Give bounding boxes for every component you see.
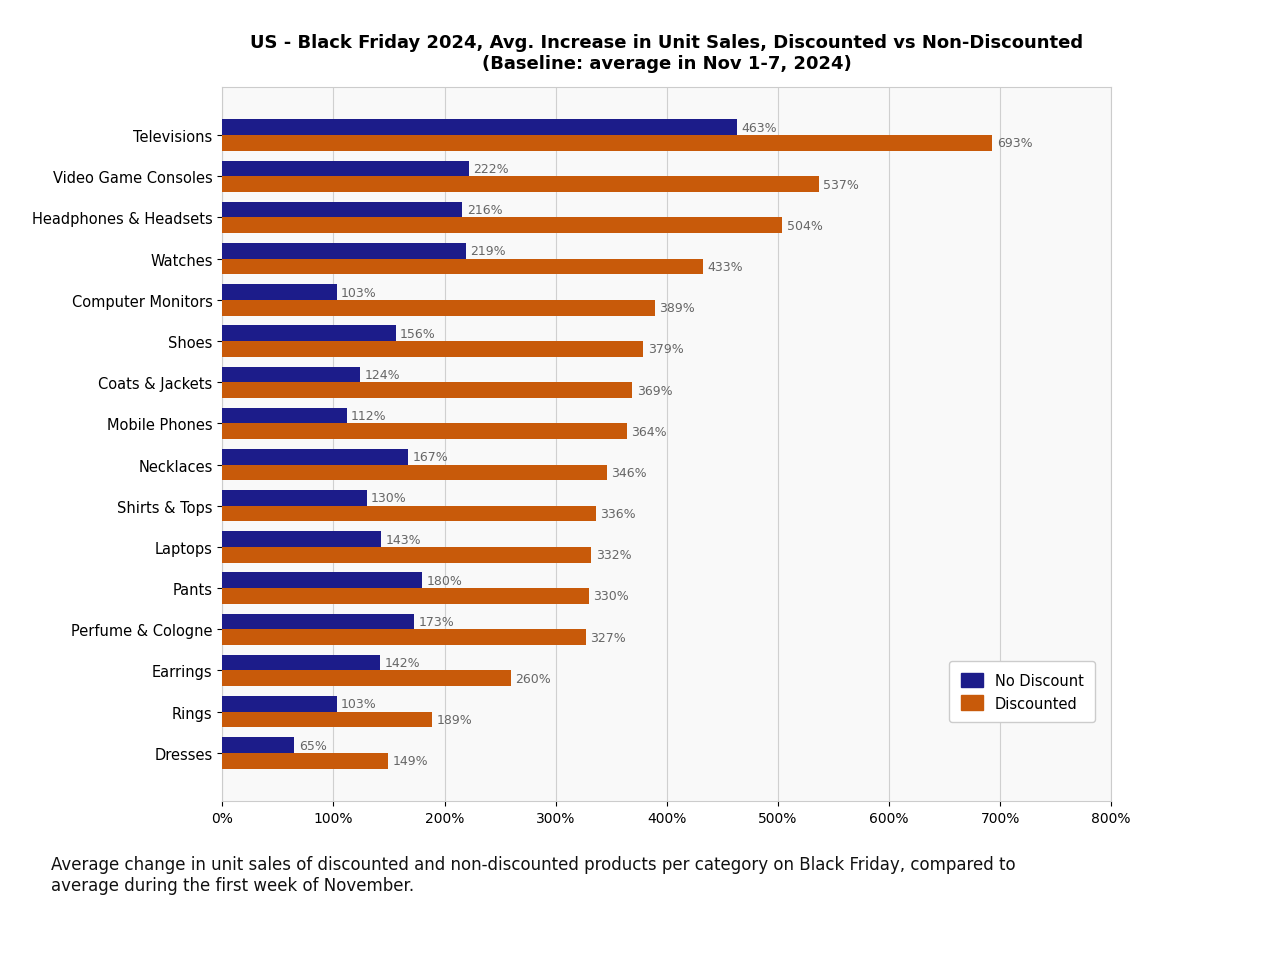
- Text: 189%: 189%: [437, 713, 472, 726]
- Text: 103%: 103%: [342, 286, 377, 299]
- Text: 216%: 216%: [467, 204, 503, 217]
- Bar: [222, 465, 607, 481]
- Text: 112%: 112%: [351, 409, 387, 423]
- Text: 222%: 222%: [474, 163, 509, 176]
- Text: Average change in unit sales of discounted and non-discounted products per categ: Average change in unit sales of discount…: [51, 855, 1016, 894]
- Bar: [222, 326, 396, 342]
- Bar: [222, 490, 367, 506]
- Text: 336%: 336%: [601, 508, 636, 521]
- Bar: [222, 656, 380, 671]
- Text: 433%: 433%: [707, 261, 743, 274]
- Bar: [222, 136, 992, 151]
- Bar: [222, 697, 337, 712]
- Bar: [222, 383, 632, 399]
- Text: 346%: 346%: [611, 466, 646, 480]
- Text: 143%: 143%: [386, 533, 422, 546]
- Text: 504%: 504%: [786, 220, 823, 233]
- Bar: [222, 614, 414, 629]
- Text: 130%: 130%: [371, 492, 406, 505]
- Bar: [222, 547, 591, 563]
- Text: 389%: 389%: [659, 302, 695, 315]
- Bar: [222, 218, 782, 234]
- Text: 463%: 463%: [742, 122, 777, 135]
- Text: 142%: 142%: [385, 657, 420, 669]
- Bar: [222, 629, 585, 645]
- Text: 332%: 332%: [596, 549, 631, 562]
- Bar: [222, 573, 422, 588]
- Text: 103%: 103%: [342, 698, 377, 710]
- Text: 364%: 364%: [631, 425, 667, 439]
- Text: 327%: 327%: [591, 631, 626, 644]
- Bar: [222, 671, 511, 687]
- Text: 379%: 379%: [648, 343, 683, 356]
- Bar: [222, 244, 466, 260]
- Bar: [222, 449, 408, 465]
- Text: 219%: 219%: [470, 245, 505, 258]
- Text: 173%: 173%: [419, 616, 455, 628]
- Bar: [222, 408, 347, 424]
- Bar: [222, 285, 337, 301]
- Bar: [222, 342, 644, 358]
- Text: 124%: 124%: [364, 368, 400, 381]
- Bar: [222, 531, 381, 547]
- Bar: [222, 177, 819, 192]
- Text: 330%: 330%: [593, 590, 629, 603]
- Bar: [222, 260, 704, 276]
- Bar: [222, 301, 654, 317]
- Text: 65%: 65%: [298, 739, 326, 751]
- Bar: [222, 424, 627, 440]
- Text: 149%: 149%: [392, 754, 428, 767]
- Bar: [222, 588, 589, 604]
- Text: 693%: 693%: [997, 138, 1033, 150]
- Bar: [222, 161, 469, 177]
- Bar: [222, 738, 295, 753]
- Bar: [222, 120, 737, 136]
- Bar: [222, 506, 596, 522]
- Text: 537%: 537%: [823, 179, 860, 191]
- Text: 167%: 167%: [413, 450, 448, 464]
- Bar: [222, 202, 462, 218]
- Text: 369%: 369%: [636, 384, 672, 397]
- Text: 180%: 180%: [427, 574, 462, 587]
- Bar: [222, 753, 387, 769]
- Bar: [222, 367, 361, 383]
- Bar: [222, 712, 432, 728]
- Legend: No Discount, Discounted: No Discount, Discounted: [949, 661, 1095, 723]
- Title: US - Black Friday 2024, Avg. Increase in Unit Sales, Discounted vs Non-Discounte: US - Black Friday 2024, Avg. Increase in…: [250, 34, 1083, 72]
- Text: 260%: 260%: [516, 672, 551, 685]
- Text: 156%: 156%: [400, 327, 436, 340]
